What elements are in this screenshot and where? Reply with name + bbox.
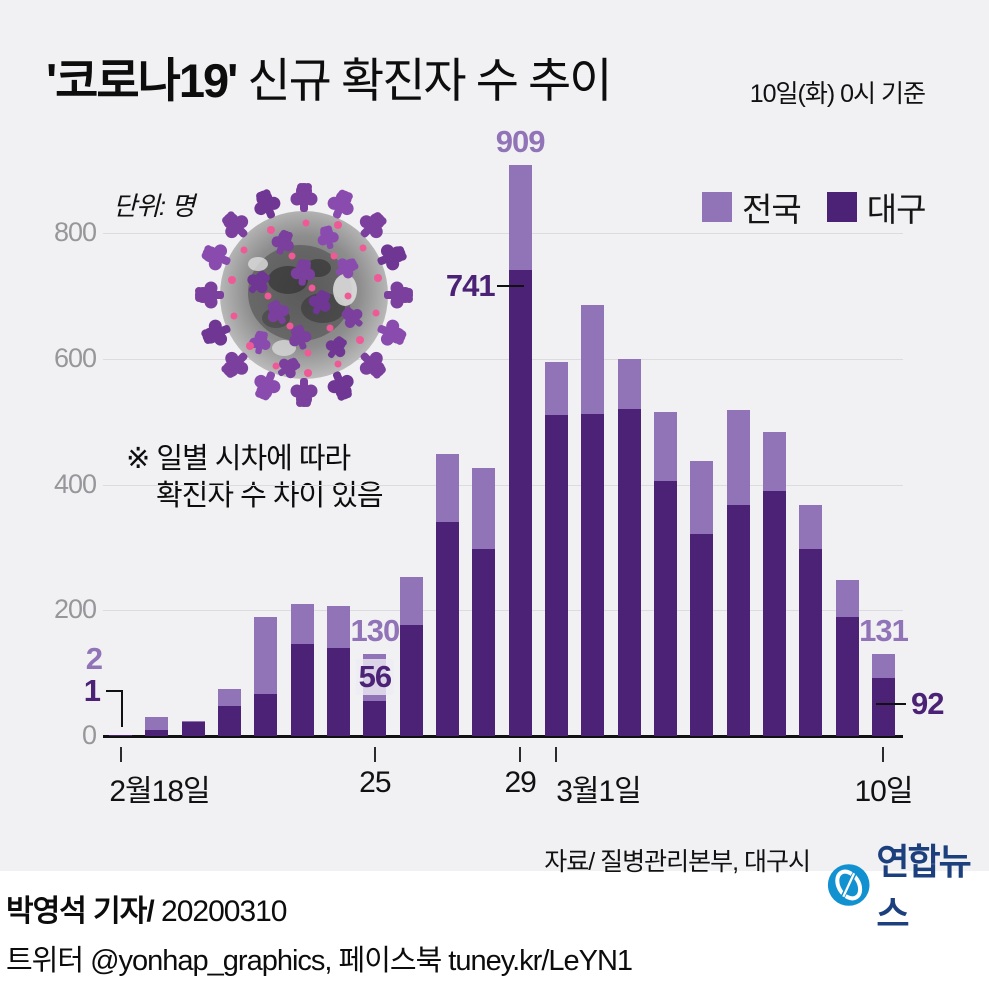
- gridline-200: [103, 610, 903, 612]
- x-tick-2월18일: [119, 747, 122, 762]
- x-tick-29: [519, 747, 522, 762]
- bar-daegu-2월23일: [290, 643, 314, 736]
- x-tick-10일: [882, 747, 885, 762]
- yonhap-logo-icon: [827, 864, 870, 906]
- y-axis-label-800: 800: [53, 217, 97, 248]
- gridline-600: [103, 358, 903, 360]
- y-axis-label-600: 600: [53, 342, 97, 373]
- graphic-background: '코로나19' 신규 확진자 수 추이 10일(화) 0시 기준 전국 대구 단…: [0, 0, 989, 934]
- gridline-800: [103, 233, 903, 235]
- x-tick-25: [373, 747, 376, 762]
- bar-daegu-2월27일: [435, 522, 459, 736]
- title-rest: 신규 확진자 수 추이: [236, 54, 612, 107]
- y-axis-label-400: 400: [53, 468, 97, 499]
- x-tick-3월1일: [555, 747, 558, 762]
- bar-daegu-2월18일: [109, 735, 132, 736]
- annotation-92: 92: [910, 686, 944, 722]
- bar-daegu-3월6일: [726, 505, 750, 736]
- x-axis-label-29: 29: [504, 766, 536, 799]
- bar-daegu-2월24일: [326, 648, 350, 736]
- bar-daegu-3월1일: [544, 414, 568, 736]
- x-axis-label-3월1일: 3월1일: [556, 775, 642, 808]
- x-axis-line: [103, 735, 903, 738]
- bar-daegu-2월28일: [472, 549, 496, 736]
- bar-daegu-2월26일: [399, 624, 423, 736]
- bracket-line-h: [106, 690, 123, 692]
- annotation-130: 130: [350, 613, 400, 649]
- x-axis-label-10일: 10일: [854, 775, 913, 808]
- byline-date: 20200310: [161, 895, 287, 928]
- byline: 박영석 기자/ 20200310: [6, 886, 632, 930]
- footnote-line1: ※ 일별 시차에 따라: [126, 443, 351, 475]
- credits: 박영석 기자/ 20200310 트위터 @yonhap_graphics, 페…: [6, 886, 633, 979]
- as-of-date: 10일(화) 0시 기준: [749, 80, 926, 108]
- bar-daegu-2월29일: [508, 270, 532, 736]
- annotation-56: 56: [355, 659, 395, 696]
- bar-daegu-2월21일: [217, 706, 241, 736]
- unit-label: 단위: 명: [113, 191, 195, 221]
- callout-line-92: [876, 703, 907, 706]
- legend-label-nationwide: 전국: [742, 191, 802, 228]
- annotation-741: 741: [445, 268, 496, 304]
- bar-daegu-3월5일: [690, 534, 714, 736]
- x-axis-label-2월18일: 2월18일: [109, 775, 210, 808]
- bar-daegu-3월2일: [581, 413, 605, 736]
- bar-daegu-3월10일: [871, 678, 895, 736]
- y-axis-label-0: 0: [81, 720, 97, 750]
- yonhap-logo: 연합뉴스: [827, 833, 989, 937]
- bar-daegu-3월9일: [835, 616, 859, 736]
- coronavirus-image: [195, 183, 413, 407]
- bar-daegu-2월22일: [254, 693, 278, 736]
- bar-daegu-3월4일: [653, 481, 677, 736]
- bar-daegu-2월25일: [363, 700, 387, 736]
- page-title: '코로나19' 신규 확진자 수 추이: [46, 42, 613, 111]
- bar-daegu-3월7일: [762, 490, 786, 736]
- footnote-line2: 확진자 수 차이 있음: [156, 480, 384, 512]
- bar-daegu-3월3일: [617, 409, 641, 736]
- footnote: ※ 일별 시차에 따라 확진자 수 차이 있음: [126, 441, 384, 515]
- reporter-name: 박영석 기자/: [6, 895, 155, 928]
- contact-line: 트위터 @yonhap_graphics, 페이스북 tuney.kr/LeYN…: [6, 945, 633, 977]
- x-axis-label-25: 25: [359, 766, 391, 799]
- yonhap-logo-text: 연합뉴스: [876, 841, 971, 934]
- annotation-2: 2: [85, 641, 103, 676]
- bracket-line-v: [121, 690, 123, 727]
- legend-label-daegu: 대구: [866, 191, 927, 228]
- bar-daegu-3월8일: [799, 549, 823, 736]
- bar-daegu-2월19일: [145, 729, 169, 736]
- annotation-1: 1: [83, 673, 101, 708]
- callout-line-741: [496, 285, 524, 288]
- annotation-131: 131: [859, 612, 909, 648]
- legend: 전국 대구: [702, 183, 941, 231]
- annotation-909: 909: [495, 123, 546, 159]
- y-axis-label-200: 200: [53, 594, 97, 625]
- legend-swatch-daegu: [826, 192, 857, 222]
- bar-daegu-2월20일: [181, 721, 205, 736]
- gridline-400: [103, 484, 903, 486]
- legend-swatch-nationwide: [702, 192, 732, 222]
- data-source: 자료/ 질병관리본부, 대구시: [544, 848, 811, 876]
- title-emphasis: '코로나19': [46, 54, 238, 107]
